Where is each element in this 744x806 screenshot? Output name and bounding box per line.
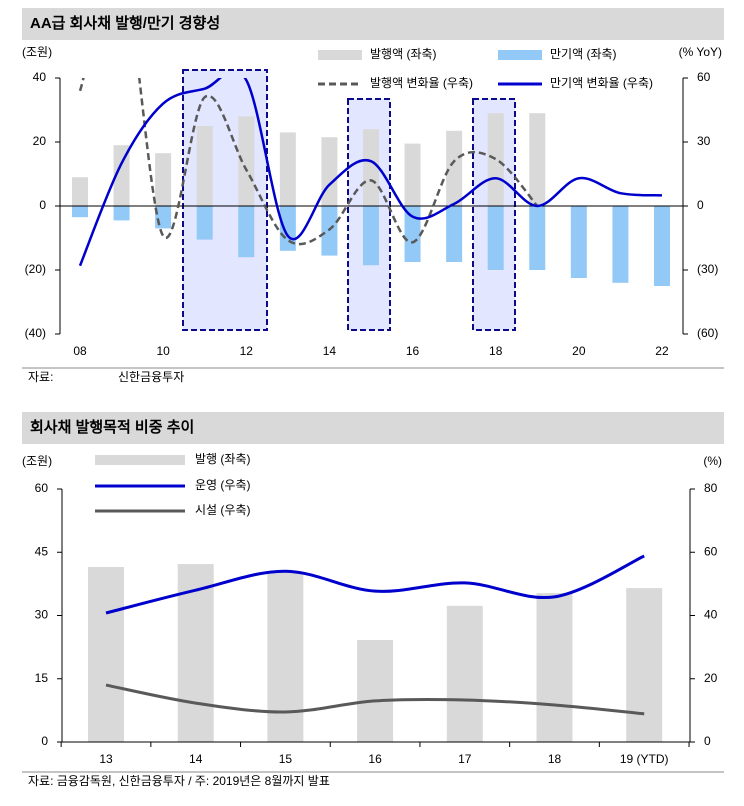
x-tick-label: 18	[489, 344, 503, 358]
bar	[612, 206, 629, 283]
bar	[362, 206, 379, 266]
bar	[529, 206, 546, 270]
x-tick-label: 14	[323, 344, 337, 358]
y-tick-label: 40	[33, 70, 47, 84]
y2-tick-label: 60	[697, 70, 711, 84]
legend-swatch	[498, 50, 542, 60]
source-note: 자료: 금융감독원, 신한금융투자 / 주: 2019년은 8월까지 발표	[28, 774, 330, 788]
bar	[238, 116, 255, 206]
y-tick-label: 15	[35, 671, 49, 685]
source-note: 자료:	[28, 370, 53, 384]
y2-tick-label: 80	[704, 481, 718, 495]
bar	[279, 132, 296, 206]
bar	[446, 130, 463, 206]
y-tick-label: 60	[35, 481, 49, 495]
y-tick-label: 0	[39, 198, 46, 212]
y2-tick-label: (30)	[697, 262, 718, 276]
bar	[404, 143, 421, 206]
bar	[357, 639, 394, 742]
legend-label: 시설 (우축)	[195, 503, 251, 517]
line-series	[105, 683, 645, 716]
x-tick-label: 15	[279, 752, 293, 766]
bar	[155, 153, 172, 206]
x-tick-label: 14	[189, 752, 203, 766]
legend-swatch	[95, 455, 185, 465]
bar	[88, 567, 124, 742]
bar	[404, 206, 421, 262]
bar	[653, 206, 670, 286]
y-tick-label: (40)	[25, 326, 46, 340]
bar	[446, 605, 483, 742]
x-tick-label: 19 (YTD)	[620, 752, 669, 766]
bar	[267, 572, 304, 742]
y-tick-label: 30	[35, 608, 49, 622]
y2-tick-label: 30	[697, 134, 711, 148]
y2-tick-label: 40	[704, 608, 718, 622]
y2-axis-label: (% YoY)	[679, 45, 722, 59]
x-tick-label: 17	[458, 752, 472, 766]
bar	[570, 206, 587, 278]
y-tick-label: 45	[35, 544, 49, 558]
x-tick-label: 13	[99, 752, 113, 766]
bar	[487, 206, 504, 270]
legend-label: 만기액 (좌축)	[550, 47, 617, 61]
chart-title: AA급 회사채 발행/만기 경향성	[30, 14, 220, 32]
highlight-box	[182, 69, 268, 331]
bar	[362, 129, 379, 206]
legend-swatch	[318, 50, 362, 60]
legend-label: 운영 (우축)	[195, 478, 251, 492]
bar	[487, 113, 504, 206]
line-series	[105, 554, 645, 615]
bar	[113, 145, 130, 206]
bar	[238, 206, 255, 258]
x-tick-label: 10	[156, 344, 170, 358]
bar	[155, 206, 172, 229]
y2-tick-label: 60	[704, 544, 718, 558]
title-bar	[22, 8, 724, 40]
legend-label: 발행액 (좌축)	[370, 46, 437, 61]
y-axis-label: (조원)	[22, 45, 52, 59]
bar	[196, 126, 213, 206]
bar	[536, 593, 573, 742]
line-series	[78, 78, 539, 246]
legend-label: 발행 (좌축)	[195, 451, 251, 466]
legend-label: 만기액 변화율 (우축)	[550, 76, 653, 90]
chart-title: 회사채 발행목적 비중 추이	[30, 418, 194, 436]
x-tick-label: 20	[572, 344, 586, 358]
y2-axis-label: (%)	[703, 454, 722, 468]
y-axis-label: (조원)	[22, 454, 52, 468]
bar	[321, 137, 338, 206]
x-tick-label: 12	[240, 344, 254, 358]
bar	[446, 206, 463, 262]
y2-tick-label: 0	[704, 734, 711, 748]
legend-label: 발행액 변화율 (우축)	[370, 75, 473, 90]
y2-tick-label: 20	[704, 671, 718, 685]
bar	[626, 588, 663, 742]
source-note: 신한금융투자	[118, 370, 184, 384]
x-tick-label: 16	[368, 752, 382, 766]
bar	[72, 177, 88, 206]
x-tick-label: 16	[406, 344, 420, 358]
y2-tick-label: 0	[697, 198, 704, 212]
x-tick-label: 22	[655, 344, 669, 358]
bar	[72, 206, 88, 218]
y-tick-label: 20	[33, 134, 47, 148]
x-tick-label: 08	[73, 344, 87, 358]
bar	[529, 113, 546, 206]
y2-tick-label: (60)	[697, 326, 718, 340]
x-tick-label: 18	[548, 752, 562, 766]
y-tick-label: 0	[41, 734, 48, 748]
y-tick-label: (20)	[25, 262, 46, 276]
bar	[113, 206, 130, 221]
bar	[196, 206, 213, 240]
title-bar	[22, 412, 724, 444]
line-series	[78, 78, 663, 267]
